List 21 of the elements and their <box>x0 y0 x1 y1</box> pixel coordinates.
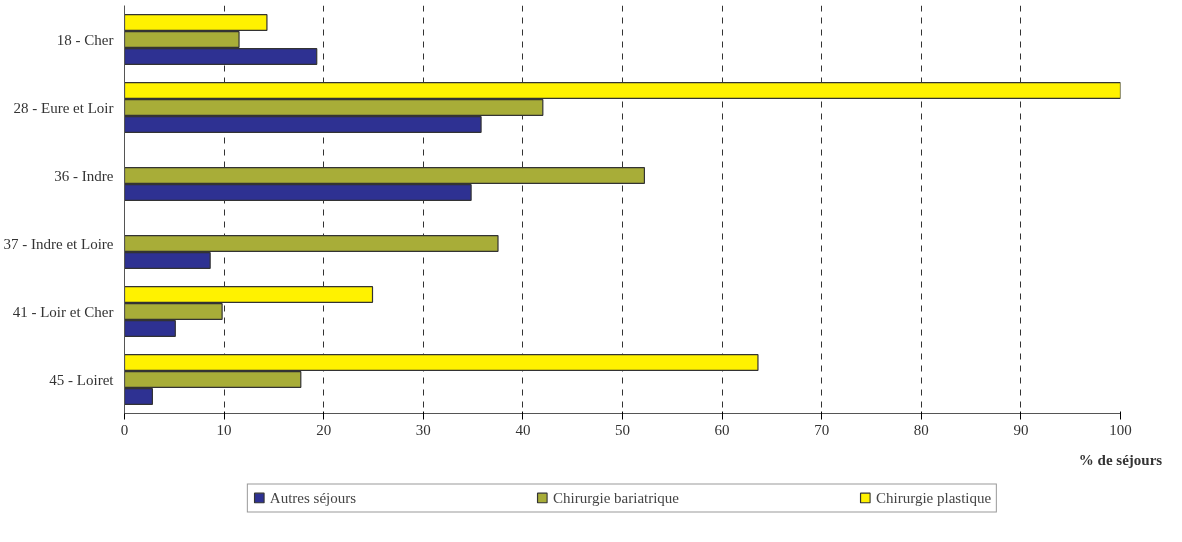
x-tick-label: 50 <box>615 421 630 438</box>
x-tick-label: 90 <box>1013 421 1029 438</box>
x-tick-label: 30 <box>415 421 431 438</box>
y-tick-label: 41 - Loir et Cher <box>12 303 114 320</box>
x-tick-label: 70 <box>814 421 830 438</box>
y-tick-label: 36 - Indre <box>54 167 114 184</box>
y-tick-label: 28 - Eure et Loir <box>13 99 114 116</box>
x-tick-label: 0 <box>120 421 129 438</box>
legend-label: Chirurgie plastique <box>876 489 992 506</box>
y-tick-label: 18 - Cher <box>56 31 114 48</box>
x-tick-label: 10 <box>216 421 232 438</box>
legend-label: Autres séjours <box>269 489 357 506</box>
y-tick-label: 45 - Loiret <box>49 371 115 388</box>
x-axis-title: % de séjours <box>1078 451 1163 468</box>
x-tick-label: 80 <box>913 421 929 438</box>
y-tick-label: 37 - Indre et Loire <box>3 235 114 252</box>
legend-label: Chirurgie bariatrique <box>553 489 680 506</box>
x-tick-label: 40 <box>515 421 531 438</box>
x-tick-label: 20 <box>316 421 332 438</box>
x-tick-label: 60 <box>714 421 730 438</box>
x-tick-label: 100 <box>1109 421 1132 438</box>
